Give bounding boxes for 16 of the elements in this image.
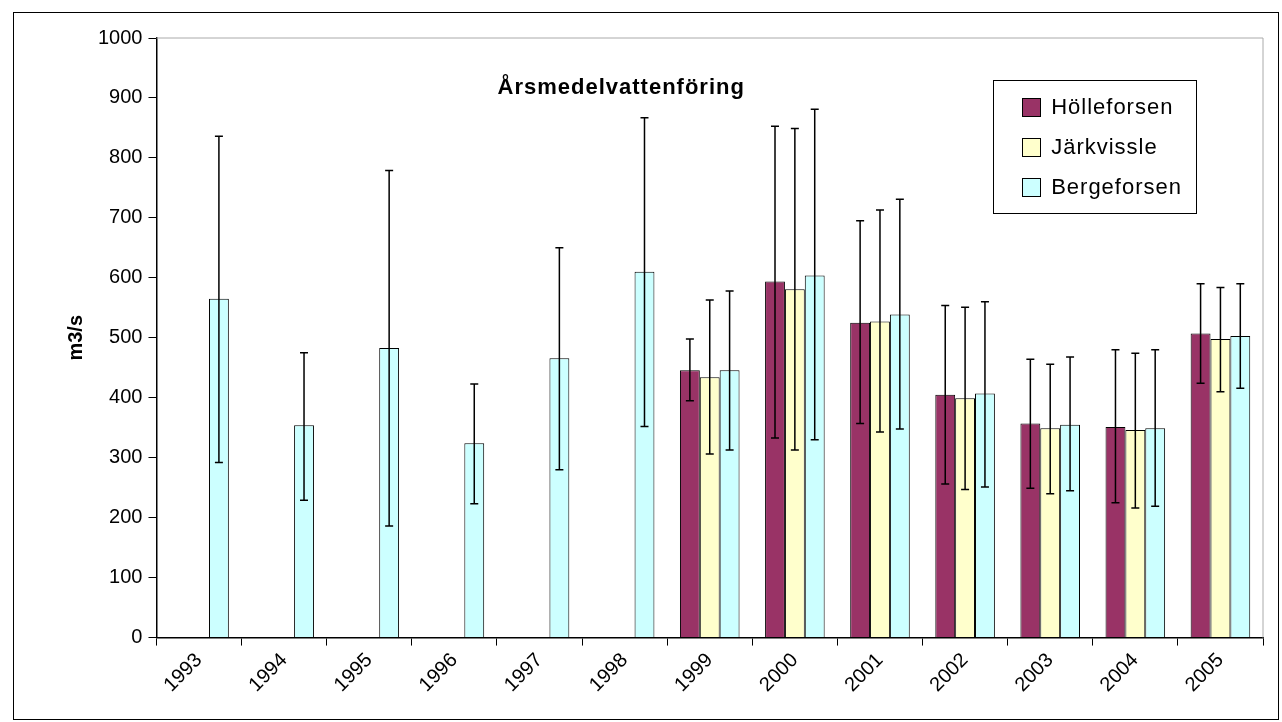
y-tick-label: 300 — [109, 445, 143, 468]
legend-label: Järkvissle — [1051, 134, 1158, 160]
y-axis-title: m3/s — [63, 314, 86, 361]
y-tick-label: 600 — [109, 265, 143, 288]
y-tick-label: 1000 — [97, 25, 143, 48]
y-tick-label: 200 — [109, 505, 143, 528]
legend-label: Hölleforsen — [1051, 94, 1174, 120]
y-tick-label: 400 — [109, 385, 143, 408]
legend-label: Bergeforsen — [1051, 174, 1182, 200]
y-tick-label: 500 — [109, 325, 143, 348]
y-tick-label: 800 — [109, 145, 143, 168]
text: Årsmedelvattenföring — [497, 74, 745, 100]
y-tick-label: 0 — [131, 625, 143, 648]
y-tick-label: 100 — [109, 565, 143, 588]
y-tick-label: 700 — [109, 205, 143, 228]
y-tick-label: 900 — [109, 85, 143, 108]
